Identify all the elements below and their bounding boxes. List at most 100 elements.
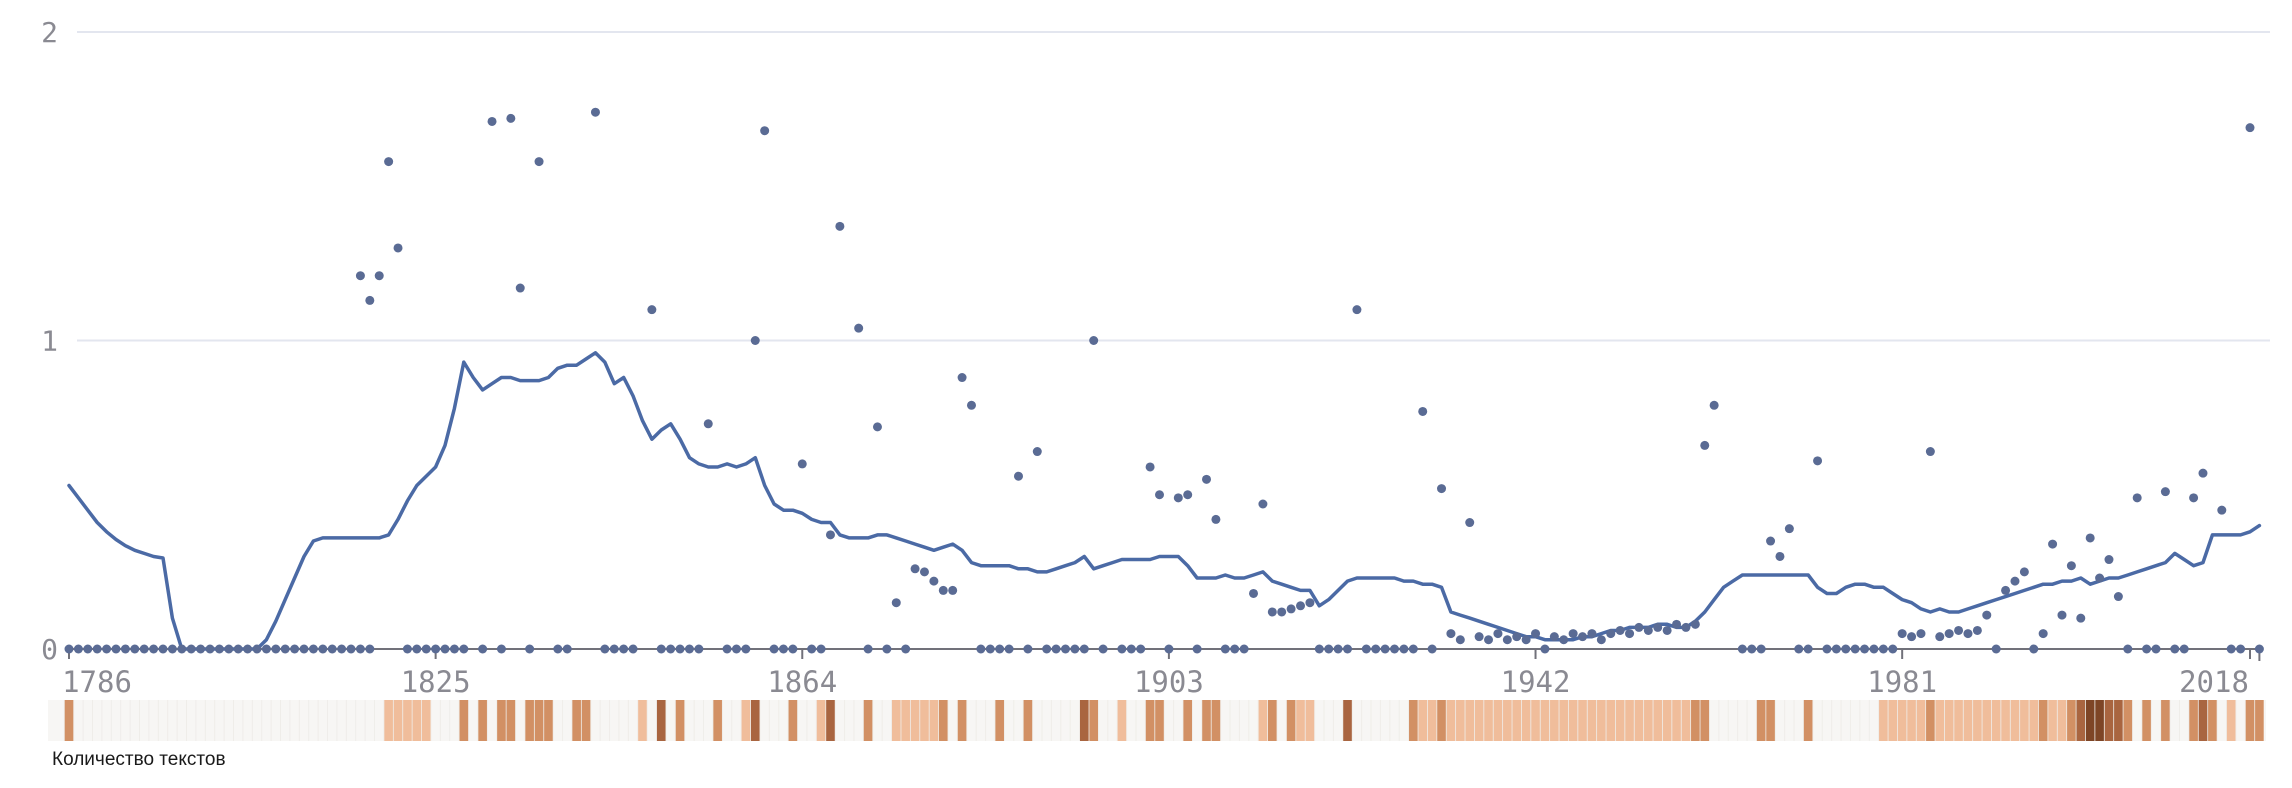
scatter-point[interactable] — [929, 576, 939, 586]
heatmap-cell[interactable] — [826, 700, 835, 741]
heatmap-cell[interactable] — [1559, 700, 1569, 741]
scatter-point[interactable] — [2057, 610, 2067, 620]
heatmap-cell[interactable] — [920, 700, 929, 741]
scatter-point-zero[interactable] — [1314, 644, 1324, 654]
heatmap-cell[interactable] — [1155, 700, 1164, 741]
heatmap-cell[interactable] — [2208, 700, 2217, 741]
heatmap-cell[interactable] — [525, 700, 534, 741]
heatmap-cell[interactable] — [750, 700, 760, 741]
heatmap-cell[interactable] — [2189, 700, 2198, 741]
scatter-point-zero[interactable] — [1427, 644, 1437, 654]
scatter-point[interactable] — [534, 157, 544, 167]
heatmap-cell[interactable] — [497, 700, 506, 741]
scatter-point-zero[interactable] — [562, 644, 572, 654]
scatter-point[interactable] — [1672, 619, 1682, 629]
scatter-point-zero[interactable] — [1192, 644, 1202, 654]
scatter-point[interactable] — [2217, 505, 2227, 515]
heatmap-cell[interactable] — [1540, 700, 1550, 741]
scatter-point-zero[interactable] — [1220, 644, 1230, 654]
scatter-point[interactable] — [1455, 635, 1465, 645]
heatmap-cell[interactable] — [1202, 700, 1211, 741]
scatter-point-zero[interactable] — [1343, 644, 1353, 654]
scatter-point[interactable] — [835, 221, 845, 231]
scatter-point[interactable] — [365, 295, 375, 305]
heatmap-cell[interactable] — [741, 700, 751, 741]
scatter-point-zero[interactable] — [459, 644, 469, 654]
scatter-point[interactable] — [966, 400, 976, 410]
scatter-point-zero[interactable] — [337, 644, 347, 654]
scatter-point[interactable] — [355, 271, 365, 281]
scatter-point-zero[interactable] — [1239, 644, 1249, 654]
scatter-point[interactable] — [919, 567, 929, 577]
scatter-point-zero[interactable] — [741, 644, 751, 654]
heatmap-cell[interactable] — [1879, 700, 1888, 741]
scatter-point-zero[interactable] — [2170, 644, 2180, 654]
scatter-point-zero[interactable] — [431, 644, 441, 654]
scatter-point-zero[interactable] — [1098, 644, 1108, 654]
scatter-point[interactable] — [1032, 447, 1042, 457]
scatter-point-zero[interactable] — [731, 644, 741, 654]
scatter-point[interactable] — [1578, 632, 1588, 642]
scatter-point-zero[interactable] — [609, 644, 619, 654]
heatmap-cell[interactable] — [891, 700, 901, 741]
scatter-point-zero[interactable] — [1756, 644, 1766, 654]
scatter-point[interactable] — [590, 107, 600, 117]
scatter-point-zero[interactable] — [1023, 644, 1033, 654]
scatter-point-zero[interactable] — [73, 644, 83, 654]
scatter-point-zero[interactable] — [1164, 644, 1174, 654]
heatmap-cell[interactable] — [1296, 700, 1305, 741]
scatter-point-zero[interactable] — [214, 644, 224, 654]
heatmap-cell[interactable] — [1803, 700, 1813, 741]
heatmap-cell[interactable] — [816, 700, 826, 741]
scatter-point[interactable] — [487, 116, 497, 126]
scatter-point[interactable] — [1907, 632, 1917, 642]
scatter-point-zero[interactable] — [1126, 644, 1136, 654]
scatter-point[interactable] — [1568, 629, 1578, 639]
heatmap-cell[interactable] — [2123, 700, 2133, 741]
scatter-point[interactable] — [1267, 607, 1277, 617]
heatmap-cell[interactable] — [1117, 700, 1127, 741]
heatmap-cell[interactable] — [2057, 700, 2067, 741]
scatter-point-zero[interactable] — [778, 644, 788, 654]
scatter-point-zero[interactable] — [684, 644, 694, 654]
scatter-point[interactable] — [854, 323, 864, 333]
scatter-point[interactable] — [2066, 561, 2076, 571]
heatmap-cell[interactable] — [2226, 700, 2236, 741]
scatter-point-zero[interactable] — [1878, 644, 1888, 654]
heatmap-cell[interactable] — [1089, 700, 1098, 741]
scatter-point-zero[interactable] — [421, 644, 431, 654]
scatter-point[interactable] — [1766, 536, 1776, 546]
scatter-point-zero[interactable] — [1380, 644, 1390, 654]
heatmap-cell[interactable] — [1578, 700, 1587, 741]
scatter-point[interactable] — [1982, 610, 1992, 620]
scatter-point-zero[interactable] — [92, 644, 102, 654]
scatter-point-zero[interactable] — [478, 644, 488, 654]
scatter-point-zero[interactable] — [722, 644, 732, 654]
scatter-point[interactable] — [1662, 625, 1672, 635]
scatter-point[interactable] — [1089, 336, 1099, 345]
heatmap-cell[interactable] — [2245, 700, 2255, 741]
scatter-point-zero[interactable] — [1888, 644, 1898, 654]
scatter-point[interactable] — [506, 113, 516, 123]
scatter-point[interactable] — [1305, 598, 1315, 608]
scatter-point-zero[interactable] — [1737, 644, 1747, 654]
heatmap-cell[interactable] — [1653, 700, 1663, 741]
scatter-point-zero[interactable] — [1399, 644, 1409, 654]
scatter-point-zero[interactable] — [769, 644, 779, 654]
scatter-point[interactable] — [957, 373, 967, 383]
heatmap-cell[interactable] — [459, 700, 469, 741]
scatter-point-zero[interactable] — [440, 644, 450, 654]
scatter-point-zero[interactable] — [2151, 644, 2161, 654]
scatter-point[interactable] — [393, 243, 403, 253]
scatter-point-zero[interactable] — [600, 644, 610, 654]
scatter-point-zero[interactable] — [656, 644, 666, 654]
scatter-point-zero[interactable] — [205, 644, 215, 654]
scatter-point[interactable] — [1474, 632, 1484, 642]
heatmap-cell[interactable] — [1597, 700, 1606, 741]
scatter-point[interactable] — [1606, 629, 1616, 639]
heatmap-cell[interactable] — [2142, 700, 2151, 741]
heatmap-cell[interactable] — [1963, 700, 1973, 741]
scatter-point-zero[interactable] — [901, 644, 911, 654]
heatmap-cell[interactable] — [910, 700, 920, 741]
heatmap-cell[interactable] — [1907, 700, 1916, 741]
